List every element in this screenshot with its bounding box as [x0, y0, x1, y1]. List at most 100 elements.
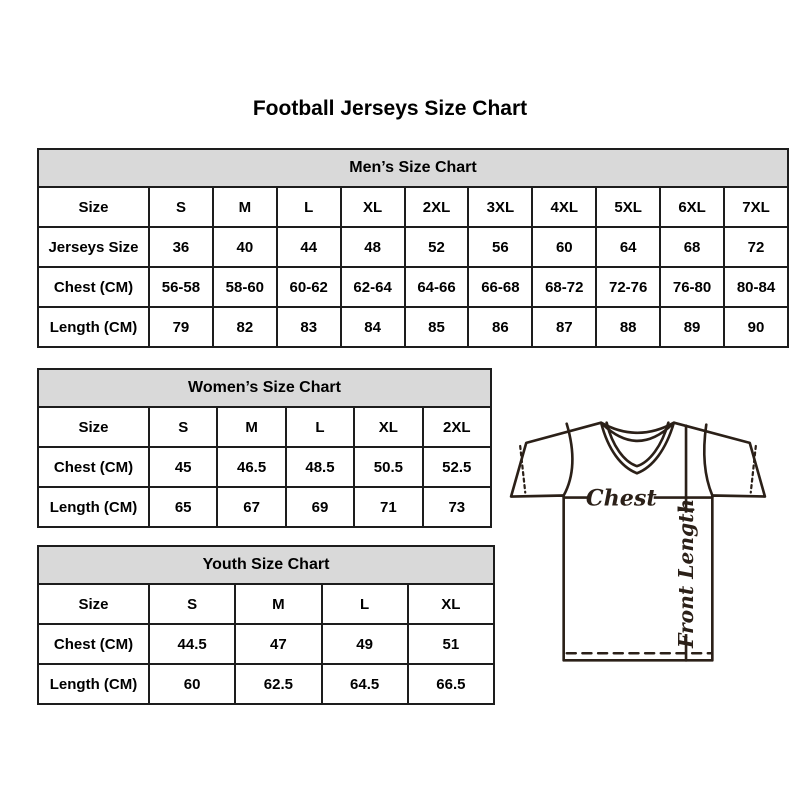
chest-label: Chest [586, 486, 658, 512]
row-label: Size [37, 583, 150, 625]
size-cell: 72 [723, 226, 789, 268]
row-label: Chest (CM) [37, 446, 150, 488]
size-cell: 60-62 [275, 266, 342, 308]
table-row: Size S M L XL 2XL [37, 406, 493, 448]
size-cell: 2XL [421, 406, 493, 448]
size-cell: 56 [467, 226, 534, 268]
womens-size-table: Women’s Size Chart Size S M L XL 2XL Chest (CM)… [37, 368, 493, 528]
size-cell: 3XL [467, 186, 534, 228]
size-cell: 79 [148, 306, 214, 348]
table-row: Length (CM) 60 62.5 64.5 66.5 [37, 663, 496, 705]
table-row: Chest (CM) 56-58 58-60 60-62 62-64 64-66 66-68… [37, 266, 789, 308]
size-cell: 48.5 [284, 446, 356, 488]
size-cell: 90 [723, 306, 789, 348]
size-cell: 62.5 [234, 663, 323, 705]
size-cell: 44.5 [147, 623, 237, 665]
size-cell: 48 [339, 226, 406, 268]
table-title: Women’s Size Chart [37, 368, 492, 408]
youth-size-table: Youth Size Chart Size S M L XL Chest (CM) 44.5 4… [37, 545, 496, 705]
table-title: Men’s Size Chart [37, 148, 789, 188]
table-row: Length (CM) 65 67 69 71 73 [37, 486, 493, 528]
table-row: Jerseys Size 36 40 44 48 52 56 60 64 68 72 [37, 226, 789, 268]
size-cell: 50.5 [353, 446, 424, 488]
vneck-outer [599, 421, 676, 475]
size-cell: 62-64 [339, 266, 406, 308]
size-cell: 66.5 [406, 663, 496, 705]
size-cell: 46.5 [216, 446, 287, 488]
size-cell: 47 [234, 623, 323, 665]
table-row: Chest (CM) 45 46.5 48.5 50.5 52.5 [37, 446, 493, 488]
size-cell: 87 [531, 306, 598, 348]
size-cell: 89 [659, 306, 726, 348]
table-row: Size S M L XL 2XL 3XL 4XL 5XL 6XL 7XL [37, 186, 789, 228]
size-cell: L [284, 406, 356, 448]
size-cell: M [216, 406, 287, 448]
size-cell: 71 [353, 486, 424, 528]
chest-label-backplate [588, 484, 654, 511]
size-cell: L [275, 186, 342, 228]
size-cell: S [147, 583, 237, 625]
size-cell: M [211, 186, 278, 228]
page-title: Football Jerseys Size Chart [252, 97, 528, 120]
size-cell: 7XL [723, 186, 789, 228]
size-cell: 67 [216, 486, 287, 528]
mens-size-table: Men’s Size Chart Size S M L XL 2XL 3XL 4XL 5XL 6XL… [37, 148, 789, 348]
size-cell: 68 [659, 226, 726, 268]
size-cell: 64 [595, 226, 662, 268]
size-cell: 40 [211, 226, 278, 268]
size-cell: 64-66 [403, 266, 470, 308]
size-cell: 65 [147, 486, 219, 528]
size-cell: 85 [403, 306, 470, 348]
size-cell: 6XL [659, 186, 726, 228]
size-cell: M [234, 583, 323, 625]
right-cuff-dashed-line [749, 444, 757, 494]
size-cell: S [147, 406, 219, 448]
row-label: Chest (CM) [37, 266, 150, 308]
size-cell: 60 [531, 226, 598, 268]
size-cell: 68-72 [531, 266, 598, 308]
size-cell: 76-80 [659, 266, 726, 308]
size-cell: 80-84 [723, 266, 789, 308]
vneck-inner [605, 421, 670, 468]
size-cell: 86 [467, 306, 534, 348]
size-cell: 64.5 [320, 663, 409, 705]
jersey-measurement-diagram: Chest Front Length [509, 421, 767, 662]
row-label: Size [37, 406, 150, 448]
size-cell: 44 [275, 226, 342, 268]
row-label: Length (CM) [37, 663, 150, 705]
row-label: Size [37, 186, 150, 228]
table-row: Chest (CM) 44.5 47 49 51 [37, 623, 496, 665]
size-cell: 5XL [595, 186, 662, 228]
size-cell: 60 [147, 663, 237, 705]
size-cell: XL [339, 186, 406, 228]
size-cell: 2XL [403, 186, 470, 228]
size-cell: 58-60 [211, 266, 278, 308]
size-cell: 82 [211, 306, 278, 348]
size-cell: 69 [284, 486, 356, 528]
jersey-outline [509, 421, 767, 662]
size-cell: L [320, 583, 409, 625]
left-cuff-dashed-line [519, 444, 527, 494]
size-cell: 51 [406, 623, 496, 665]
size-cell: 52 [403, 226, 470, 268]
size-cell: 36 [148, 226, 214, 268]
size-cell: 66-68 [467, 266, 534, 308]
size-cell: 4XL [531, 186, 598, 228]
front-length-label-backplate [674, 512, 698, 635]
size-cell: 56-58 [148, 266, 214, 308]
left-armhole-seam [562, 422, 574, 497]
size-cell: 72-76 [595, 266, 662, 308]
size-cell: 88 [595, 306, 662, 348]
size-cell: XL [406, 583, 496, 625]
row-label: Length (CM) [37, 486, 150, 528]
table-row: Size S M L XL [37, 583, 496, 625]
right-armhole-seam [702, 423, 714, 497]
size-cell: 84 [339, 306, 406, 348]
size-cell: 49 [320, 623, 409, 665]
size-cell: 45 [147, 446, 219, 488]
size-cell: 52.5 [421, 446, 493, 488]
row-label: Jerseys Size [37, 226, 150, 268]
size-cell: 73 [421, 486, 493, 528]
table-title: Youth Size Chart [37, 545, 495, 585]
